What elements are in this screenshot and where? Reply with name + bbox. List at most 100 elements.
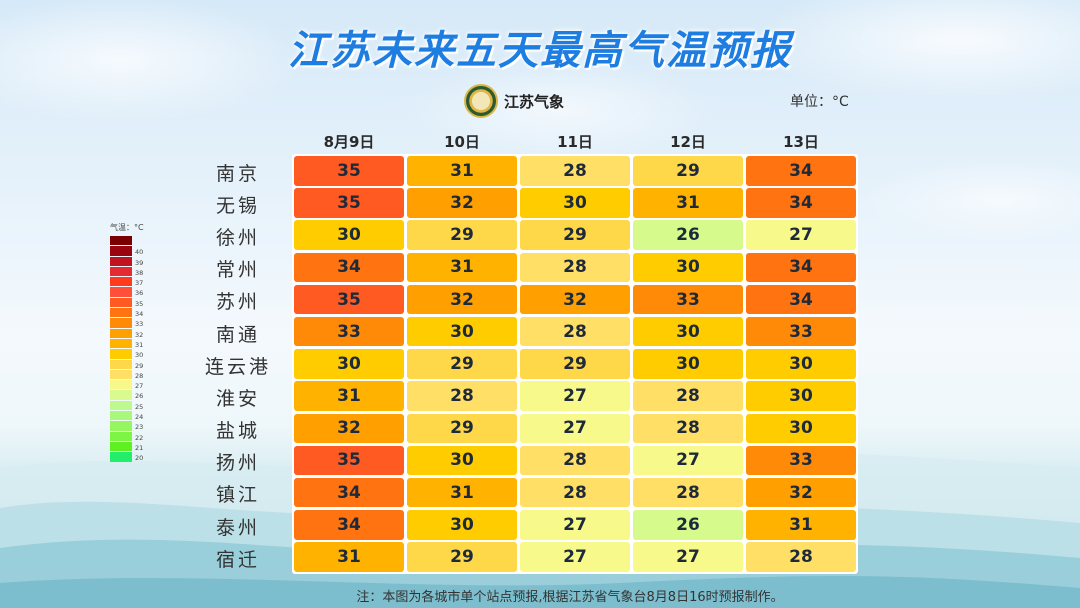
temperature-cell: 32 (407, 188, 517, 218)
city-label: 泰州 (215, 516, 260, 539)
legend-item: 38 (110, 266, 144, 277)
city-label: 淮安 (215, 387, 260, 410)
temperature-cell: 31 (294, 381, 404, 411)
legend-label: 36 (135, 289, 144, 298)
temperature-cell: 34 (294, 510, 404, 540)
column-headers: 8月9日 10日 11日 12日 13日 (294, 131, 856, 152)
temperature-cell: 34 (294, 477, 404, 508)
legend-item: 30 (110, 349, 144, 359)
temperature-cell: 28 (633, 413, 743, 443)
temperature-cell: 28 (520, 316, 630, 347)
legend-item: 33 (110, 318, 144, 328)
temperature-cell: 33 (746, 445, 856, 476)
temperature-cell: 33 (294, 316, 404, 347)
legend-swatch (110, 411, 132, 421)
color-legend: 气温：°C 40 39 38 37 36 35 34 33 32 31 30 29 28 27 26 25 24… (110, 222, 144, 463)
footnote: 注：本图为各城市单个站点预报,根据江苏省气象台8月8日16时预报制作。 (356, 590, 784, 605)
temperature-cell: 28 (520, 252, 630, 283)
legend-swatch (110, 400, 132, 411)
legend-item: 21 (110, 441, 144, 452)
legend-item: 26 (110, 390, 144, 400)
city-label: 镇江 (215, 484, 260, 507)
temperature-cell: 32 (407, 284, 517, 315)
temperature-cell: 29 (407, 349, 517, 379)
column-header: 12日 (670, 133, 706, 151)
temperature-cell: 34 (746, 156, 856, 186)
temperature-cell: 27 (520, 381, 630, 411)
temperature-cell: 33 (746, 316, 856, 347)
temperature-cell: 33 (633, 284, 743, 315)
legend-label: 32 (135, 330, 144, 339)
temperature-cell: 27 (520, 510, 630, 540)
city-label: 南通 (215, 323, 260, 346)
legend-item: 36 (110, 287, 144, 297)
temperature-cell: 29 (407, 413, 517, 443)
legend-swatch (110, 328, 132, 338)
temperature-cell: 30 (407, 510, 517, 540)
legend-item: 22 (110, 431, 144, 442)
legend-swatch (110, 338, 132, 349)
legend-item: 27 (110, 380, 144, 390)
city-label: 无锡 (215, 194, 260, 217)
temperature-cell: 30 (633, 349, 743, 379)
legend-swatch (110, 318, 132, 328)
temperature-cell: 30 (407, 316, 517, 347)
legend-swatch (110, 421, 132, 431)
legend-label: 20 (135, 454, 144, 463)
legend-swatch (110, 277, 132, 287)
temperature-cell: 27 (633, 445, 743, 476)
legend-item: 24 (110, 411, 144, 421)
legend-label: 26 (135, 392, 144, 401)
legend-swatch (110, 452, 132, 462)
legend-swatch (110, 390, 132, 400)
legend-swatch (110, 308, 132, 318)
temperature-cell: 30 (746, 349, 856, 379)
legend-swatch (110, 297, 132, 308)
temperature-cell: 28 (520, 156, 630, 186)
legend-item: 20 (110, 452, 144, 462)
city-label: 连云港 (204, 355, 271, 378)
legend-label: 37 (135, 279, 144, 288)
temperature-cell: 35 (294, 156, 404, 186)
legend-label: 23 (135, 423, 144, 432)
unit-label: 单位：°C (790, 94, 849, 110)
legend-item: 25 (110, 400, 144, 411)
temperature-cell: 30 (633, 316, 743, 347)
legend-item: 23 (110, 421, 144, 431)
temperature-cell: 29 (407, 220, 517, 250)
temperature-cell: 28 (407, 381, 517, 411)
city-labels: 南京 无锡 徐州 常州 苏州 南通 连云港 淮安 盐城 扬州 镇江 泰州 宿迁 (196, 156, 280, 574)
legend-item: 28 (110, 369, 144, 380)
temperature-cell: 28 (520, 477, 630, 508)
emblem-icon (464, 84, 498, 118)
legend-item: 31 (110, 338, 144, 349)
legend-label: 27 (135, 382, 144, 391)
legend-item: 40 (110, 246, 144, 256)
temperature-cell: 28 (746, 542, 856, 572)
city-label: 南京 (215, 162, 260, 185)
temperature-cell: 26 (633, 510, 743, 540)
temperature-cell: 31 (746, 510, 856, 540)
temperature-cell: 30 (407, 445, 517, 476)
legend-label: 39 (135, 258, 144, 267)
temperature-cell: 27 (633, 542, 743, 572)
legend-swatch (110, 431, 132, 441)
legend-label: 31 (135, 340, 144, 349)
temperature-cell: 28 (520, 445, 630, 476)
temperature-cell: 30 (746, 413, 856, 443)
logo: 江苏气象 (464, 84, 564, 118)
temperature-cell: 30 (520, 188, 630, 218)
temperature-cell: 34 (746, 188, 856, 218)
legend-label: 24 (135, 413, 144, 422)
temperature-cell: 30 (294, 220, 404, 250)
city-label: 常州 (215, 259, 260, 282)
temperature-cell: 26 (633, 220, 743, 250)
legend-label: 28 (135, 371, 144, 380)
logo-text: 江苏气象 (504, 92, 565, 111)
temperature-cell: 35 (294, 445, 404, 476)
temperature-cell: 34 (746, 252, 856, 283)
temperature-cell: 32 (294, 413, 404, 443)
legend-label: 30 (135, 351, 144, 360)
legend-item: 37 (110, 277, 144, 287)
temperature-cell: 28 (633, 477, 743, 508)
